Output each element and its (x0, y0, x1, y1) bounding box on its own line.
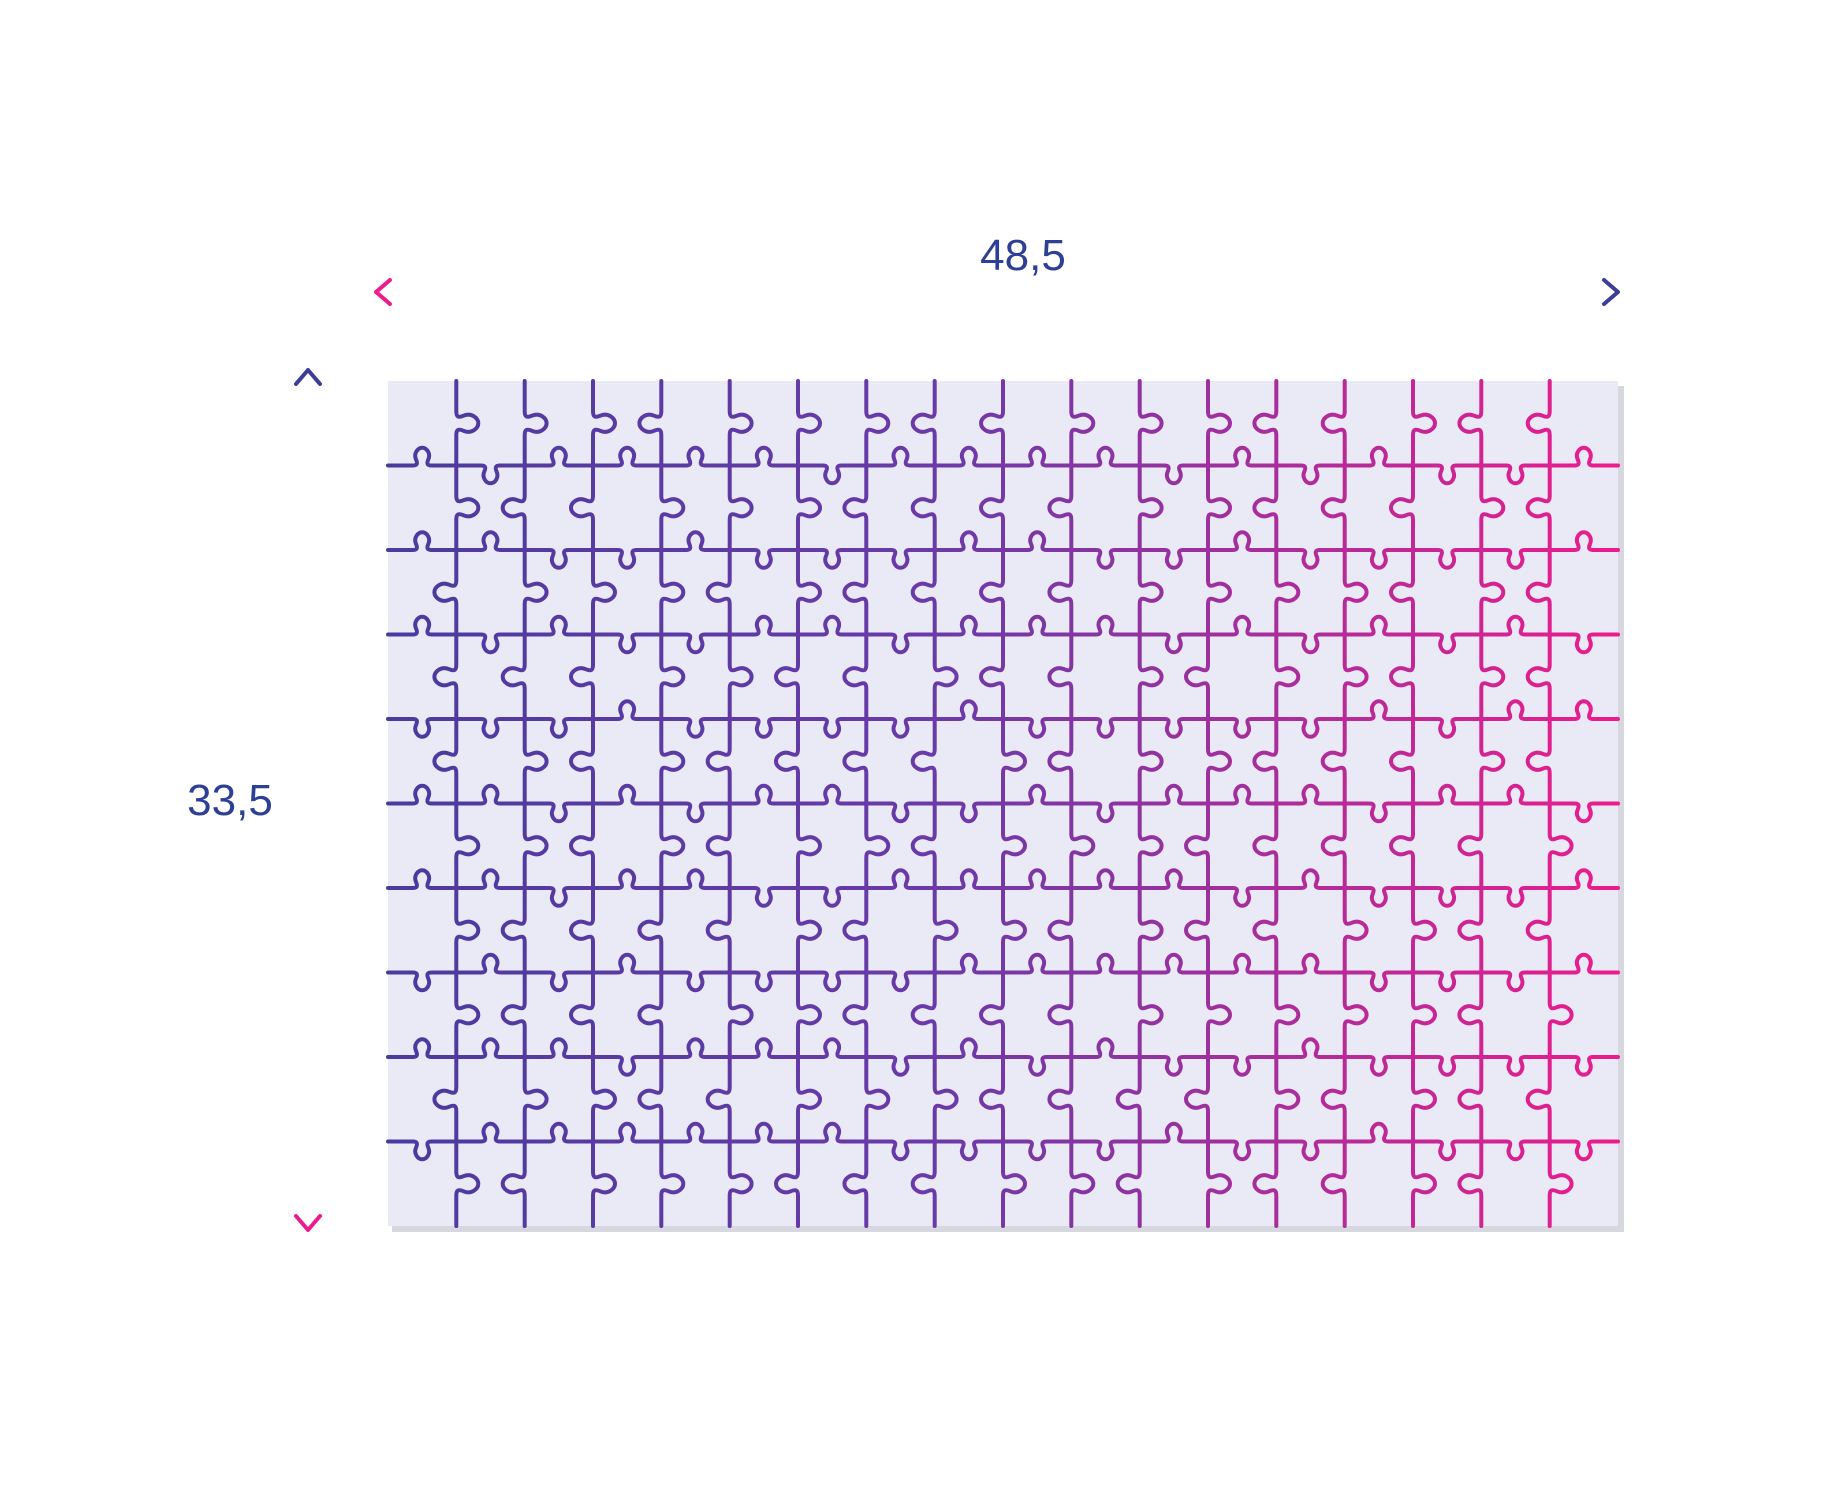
vertical-cut-line (1115, 379, 1164, 1228)
horizontal-cut-line (386, 530, 1620, 570)
vertical-cut-line (1047, 379, 1096, 1228)
vertical-cut-line (1320, 379, 1369, 1228)
height-arrow (294, 368, 322, 1232)
vertical-cut-line (500, 379, 549, 1228)
horizontal-cut-line (386, 699, 1620, 739)
horizontal-cut-line (386, 445, 1620, 486)
horizontal-cut-line (386, 1037, 1620, 1077)
vertical-cut-line (569, 379, 617, 1228)
vertical-cut-line (1525, 379, 1574, 1228)
horizontal-cut-line (386, 783, 1620, 824)
width-arrow (374, 278, 1620, 306)
horizontal-cut-line (386, 868, 1620, 908)
vertical-cut-line (637, 379, 686, 1228)
vertical-cut-line (1389, 379, 1437, 1228)
width-dimension: 48,5 (374, 231, 1620, 306)
height-dimension: 33,5 (187, 368, 322, 1232)
vertical-cut-line (1184, 379, 1232, 1228)
width-label: 48,5 (980, 231, 1066, 280)
puzzle-board (386, 379, 1624, 1232)
vertical-cut-line (910, 379, 959, 1228)
vertical-cut-line (979, 379, 1027, 1228)
horizontal-cut-line (386, 952, 1620, 993)
puzzle-cut-lines (386, 379, 1620, 1228)
horizontal-cut-line (386, 1121, 1620, 1162)
horizontal-cut-line (386, 614, 1620, 655)
vertical-cut-line (705, 379, 754, 1228)
vertical-cut-line (432, 379, 481, 1228)
vertical-cut-line (842, 379, 891, 1228)
vertical-cut-line (774, 379, 822, 1228)
height-label: 33,5 (187, 776, 273, 825)
vertical-cut-line (1457, 379, 1506, 1228)
vertical-cut-line (1252, 379, 1301, 1228)
